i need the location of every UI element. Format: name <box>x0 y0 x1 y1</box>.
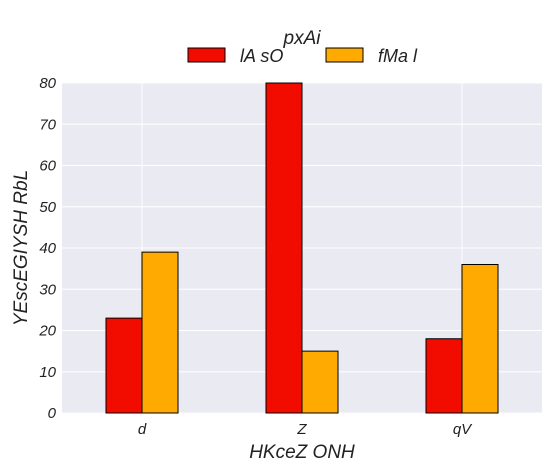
x-tick-label: qV <box>453 421 473 438</box>
y-tick-label: 30 <box>39 281 56 298</box>
legend-label: lA sO <box>240 46 283 66</box>
y-tick-label: 70 <box>39 116 56 133</box>
y-tick-labels: 0 10 20 30 40 50 60 70 80 <box>38 75 56 422</box>
y-tick-label: 0 <box>48 405 57 422</box>
y-tick-label: 10 <box>39 364 56 381</box>
legend-title: pxAi <box>283 28 322 49</box>
bar <box>426 339 462 413</box>
y-tick-label: 40 <box>39 240 56 257</box>
y-tick-label: 80 <box>39 75 56 92</box>
legend-label: fMa l <box>378 46 418 66</box>
x-axis-label: HKceZ ONH <box>249 442 355 463</box>
bar <box>106 318 142 413</box>
bar <box>462 265 498 414</box>
y-axis-label: YEscEGIYSH RbL <box>11 170 32 326</box>
y-tick-label: 20 <box>38 323 56 340</box>
legend: pxAi lA sO fMa l <box>188 28 418 66</box>
bar <box>142 252 178 413</box>
bar <box>302 351 338 413</box>
y-tick-label: 60 <box>39 158 56 175</box>
legend-swatch <box>188 48 225 62</box>
x-tick-label: Z <box>296 421 307 438</box>
y-tick-label: 50 <box>39 199 56 216</box>
bar <box>266 83 302 413</box>
legend-items: lA sO fMa l <box>188 46 418 66</box>
legend-swatch <box>326 48 363 62</box>
x-tick-label: d <box>138 421 147 438</box>
